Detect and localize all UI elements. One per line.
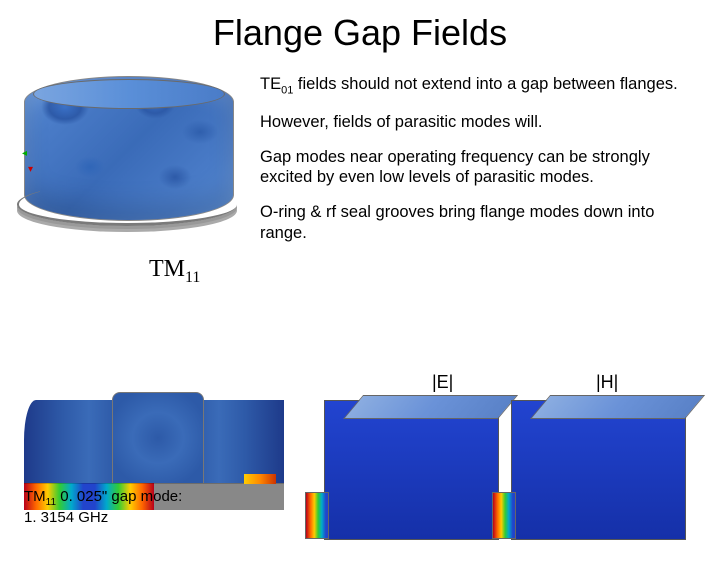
gap-mode-caption: TM11 0. 025" gap mode: 1. 3154 GHz (24, 488, 182, 527)
gap-mode-slice-container (24, 380, 304, 570)
body-text: TE01 fields should not extend into a gap… (260, 70, 700, 257)
caption-pre: TM (24, 488, 46, 505)
h-field-gap-spill (508, 494, 516, 539)
para-1: TE01 fields should not extend into a gap… (260, 74, 700, 98)
tm11-3d-figure: ◂ ▾ TM11 (24, 70, 244, 290)
tm11-subscript: 11 (185, 269, 200, 286)
caption-line2: 1. 3154 GHz (24, 509, 108, 526)
e-field-panel (324, 400, 499, 540)
content-area: ◂ ▾ TM11 TE01 fields should not extend i… (0, 70, 720, 540)
slide-title: Flange Gap Fields (0, 0, 720, 54)
seal-groove (244, 474, 276, 484)
p1-post: fields should not extend into a gap betw… (293, 75, 677, 93)
para-4: O-ring & rf seal grooves bring flange mo… (260, 202, 700, 243)
p1-pre: TE (260, 75, 281, 93)
bottom-row (0, 380, 720, 570)
tm11-prefix: TM (149, 256, 185, 282)
axis-arrow-red: ▾ (28, 164, 33, 175)
top-row: ◂ ▾ TM11 TE01 fields should not extend i… (0, 70, 720, 290)
e-field-gap-spill (321, 494, 329, 539)
axis-arrow-green: ◂ (22, 148, 27, 159)
para-2: However, fields of parasitic modes will. (260, 112, 700, 133)
p1-sub: 01 (281, 84, 293, 96)
tm11-mode-label: TM11 (149, 256, 200, 287)
field-panels (304, 380, 700, 570)
h-field-panel (511, 400, 686, 540)
caption-sub: 11 (46, 497, 56, 508)
caption-post: 0. 025" gap mode: (56, 488, 182, 505)
para-3: Gap modes near operating frequency can b… (260, 147, 700, 188)
cylinder-surface (24, 76, 234, 221)
